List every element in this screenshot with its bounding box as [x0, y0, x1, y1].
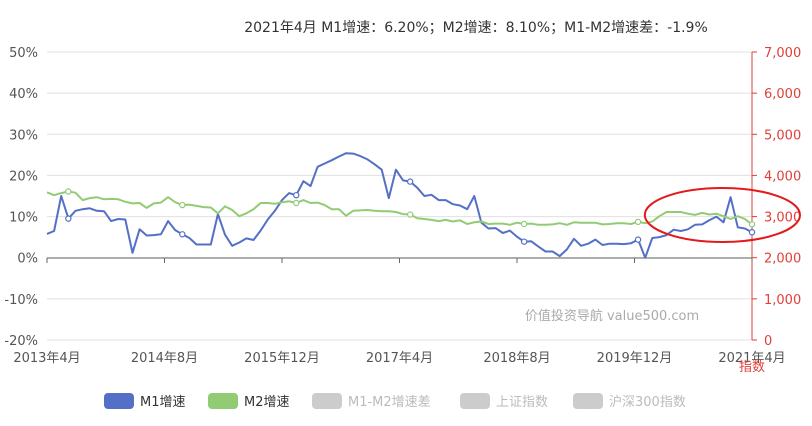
series-point-marker — [520, 238, 528, 245]
legend-item[interactable]: M2增速 — [208, 393, 290, 410]
series-point-marker — [293, 199, 300, 207]
series-point-marker — [406, 178, 414, 185]
series-point-marker — [748, 229, 756, 236]
right-axis-tick-label: 1,000 — [764, 293, 801, 308]
watermark-text: 价值投资导航 value500.com — [525, 308, 699, 324]
legend: M1增速 M2增速 M1-M2增速差 上证指数 沪深300指数 — [104, 393, 686, 410]
legend-swatch[interactable] — [460, 393, 490, 409]
legend-label[interactable]: M1-M2增速差 — [348, 395, 431, 410]
legend-label[interactable]: M2增速 — [244, 395, 290, 410]
right-axis-tick-label: 2,000 — [764, 252, 801, 267]
right-axis-tick-label: 4,000 — [764, 169, 801, 184]
legend-item[interactable]: M1增速 — [104, 393, 186, 410]
m1-series-line — [46, 152, 753, 259]
highlight-ellipse — [643, 187, 801, 243]
right-axis-tick-label: 6,000 — [764, 87, 801, 102]
series-point-marker — [65, 188, 72, 195]
x-axis-tick-label: 2021年4月 — [718, 351, 785, 366]
x-axis-tick-label: 2018年8月 — [483, 351, 550, 366]
legend-label[interactable]: M1增速 — [140, 395, 186, 410]
x-axis: 2013年4月 2014年8月 2015年12月 2017年4月 2018年8月 2019… — [13, 257, 786, 366]
legend-swatch[interactable] — [104, 393, 134, 409]
grid-lines — [47, 51, 752, 341]
series-point-marker — [748, 221, 756, 228]
legend-swatch[interactable] — [573, 393, 603, 409]
legend-item[interactable]: 沪深300指数 — [573, 393, 686, 410]
legend-swatch[interactable] — [312, 393, 342, 409]
right-y-axis: 7,000 6,000 5,000 4,000 3,000 2,000 1,000 0 — [751, 46, 801, 349]
left-axis-tick-label: 50% — [9, 46, 38, 61]
right-axis-tick-label: 3,000 — [764, 211, 801, 226]
left-y-axis: 50% 40% 30% 20% 10% 0% -10% -20% — [4, 46, 38, 349]
legend-swatch[interactable] — [208, 393, 238, 409]
right-axis-tick-label: 7,000 — [764, 46, 801, 61]
left-axis-tick-label: 40% — [9, 87, 38, 102]
left-axis-tick-label: 0% — [17, 252, 38, 267]
series-point-marker — [179, 201, 186, 209]
left-axis-tick-label: -10% — [4, 293, 38, 308]
legend-label[interactable]: 沪深300指数 — [609, 394, 686, 410]
series-point-marker — [520, 220, 528, 228]
x-axis-tick-label: 2014年8月 — [131, 351, 198, 366]
left-axis-tick-label: 10% — [9, 211, 38, 226]
x-axis-tick-label: 2017年4月 — [366, 351, 433, 366]
m2-series-line — [46, 190, 753, 226]
series-point-marker — [65, 215, 72, 222]
series-group — [46, 152, 756, 259]
right-axis-tick-label: 0 — [764, 334, 772, 349]
left-axis-tick-label: 30% — [9, 128, 38, 143]
highlight-annotation — [643, 187, 801, 243]
legend-item[interactable]: 上证指数 — [460, 393, 548, 410]
x-axis-tick-label: 2015年12月 — [244, 351, 320, 366]
x-axis-tick-label: 2019年12月 — [597, 351, 673, 366]
legend-item[interactable]: M1-M2增速差 — [312, 393, 431, 410]
series-point-marker — [406, 211, 414, 218]
right-axis-tick-label: 5,000 — [764, 128, 801, 143]
legend-label[interactable]: 上证指数 — [496, 395, 548, 410]
series-point-marker — [293, 191, 300, 199]
right-axis-label: 指数 — [739, 360, 765, 375]
x-axis-tick-label: 2013年4月 — [13, 351, 80, 366]
chart-title: 2021年4月 M1增速：6.20%；M2增速：8.10%；M1-M2增速差：-… — [244, 20, 708, 36]
left-axis-tick-label: 20% — [9, 169, 38, 184]
series-point-marker — [179, 231, 186, 238]
series-point-marker — [634, 236, 642, 243]
series-point-marker — [634, 218, 642, 226]
left-axis-tick-label: -20% — [4, 334, 38, 349]
